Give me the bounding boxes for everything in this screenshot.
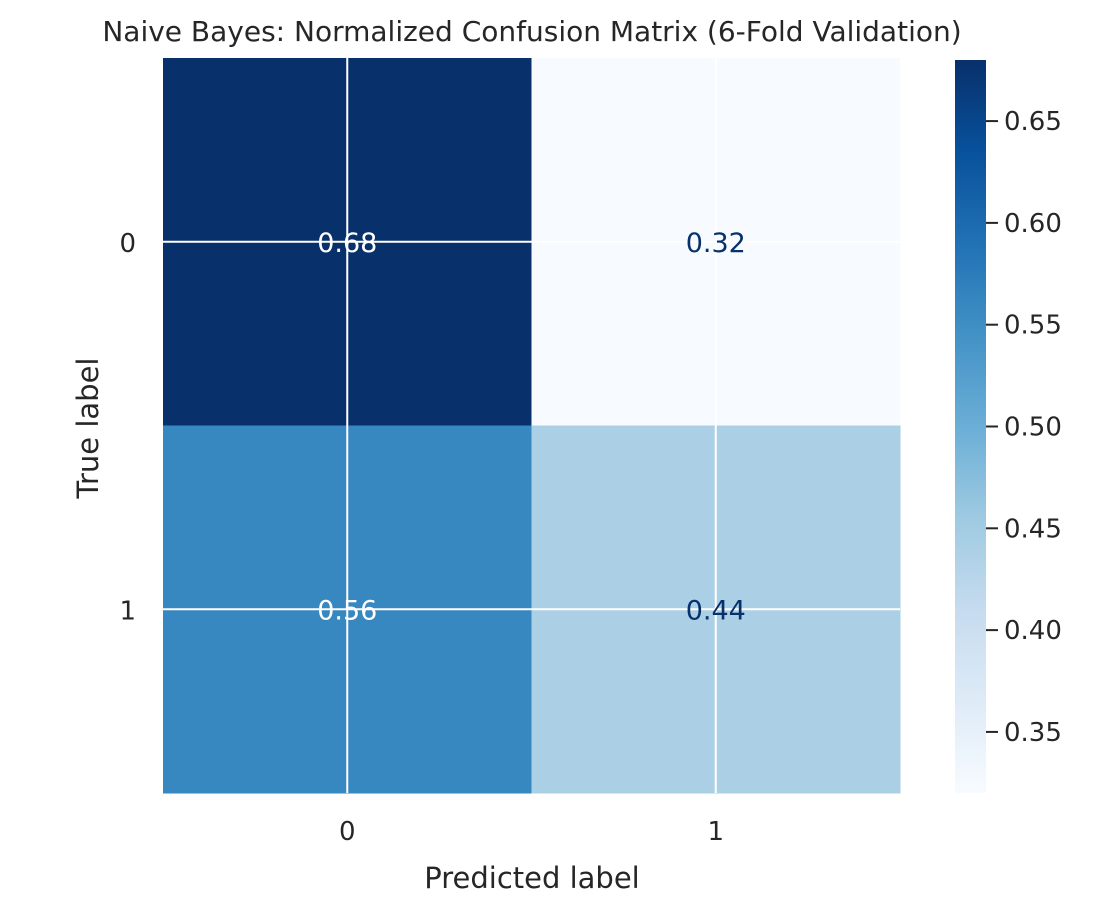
cell-value-1-1: 0.44 (686, 595, 746, 626)
colorbar-ticks: 0.35 0.40 0.45 0.50 0.55 0.60 0.65 (986, 107, 1062, 748)
heatmap-cells (163, 58, 901, 794)
cell-value-0-1: 0.32 (686, 228, 746, 259)
x-axis-label: Predicted label (424, 861, 640, 895)
y-axis-ticks: 01 (119, 229, 136, 627)
colorbar-tick-label: 0.60 (1004, 209, 1062, 239)
y-tick-label: 0 (119, 229, 136, 259)
cell-value-labels: 0.68 0.32 0.56 0.44 (317, 228, 746, 627)
colorbar-tick-label: 0.40 (1004, 616, 1062, 646)
colorbar (955, 60, 986, 793)
colorbar-tick-label: 0.45 (1004, 514, 1062, 544)
cell-value-1-0: 0.56 (317, 595, 377, 626)
grid-lines (163, 58, 900, 793)
x-tick-label: 1 (707, 817, 724, 847)
colorbar-tick-label: 0.35 (1004, 718, 1062, 748)
colorbar-tick-label: 0.55 (1004, 311, 1062, 341)
colorbar-tick-label: 0.50 (1004, 413, 1062, 443)
colorbar-tick-label: 0.65 (1004, 107, 1062, 137)
x-tick-label: 0 (339, 817, 356, 847)
y-axis-label: True label (71, 358, 105, 500)
cell-value-0-0: 0.68 (317, 228, 377, 259)
y-tick-label: 1 (119, 596, 136, 626)
chart-title: Naive Bayes: Normalized Confusion Matrix… (102, 15, 961, 48)
